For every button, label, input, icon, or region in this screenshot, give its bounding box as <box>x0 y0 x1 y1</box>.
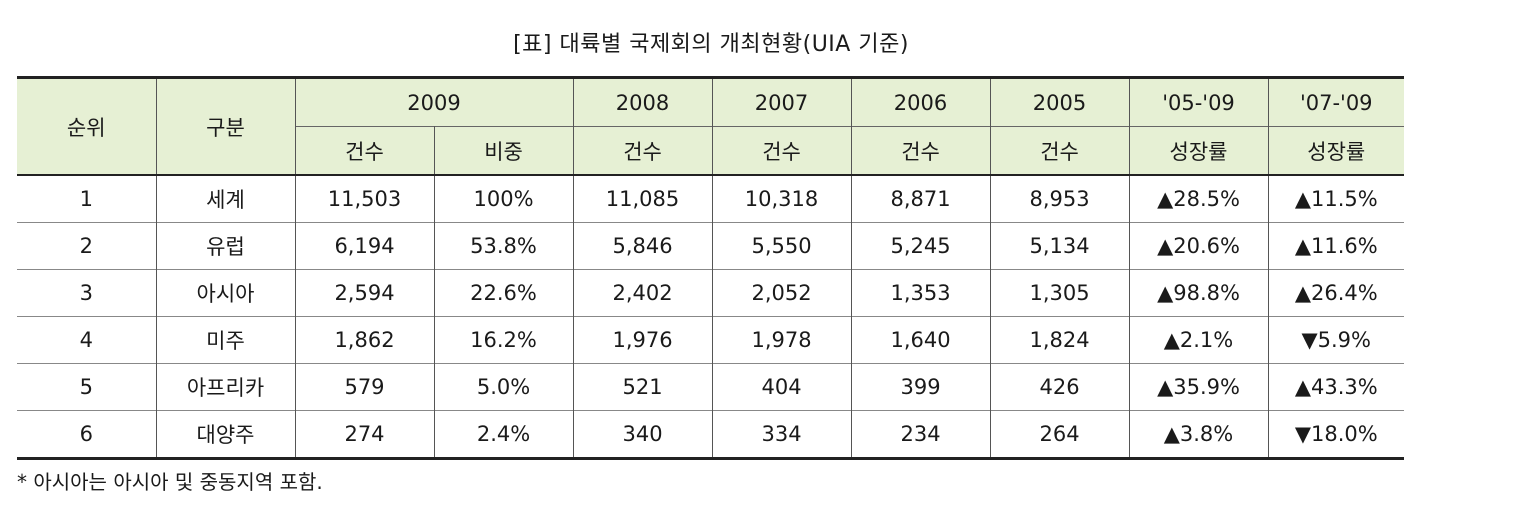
cell-region: 미주 <box>155 316 296 364</box>
cell-share-2009: 2.4% <box>433 410 574 460</box>
cell-count-2006: 399 <box>850 363 991 411</box>
cell-growth-07-09: ▲11.6% <box>1267 222 1405 270</box>
cell-count-2007: 10,318 <box>711 175 852 223</box>
cell-growth-05-09: ▲98.8% <box>1128 269 1269 317</box>
header-year-2005: 2005 <box>989 76 1130 127</box>
subheader-growth: 성장률 <box>1128 126 1269 176</box>
subheader-count: 건수 <box>989 126 1130 176</box>
cell-growth-05-09: ▲20.6% <box>1128 222 1269 270</box>
cell-count-2005: 5,134 <box>989 222 1130 270</box>
cell-region: 세계 <box>155 175 296 223</box>
header-year-2008: 2008 <box>572 76 713 127</box>
cell-count-2006: 5,245 <box>850 222 991 270</box>
cell-share-2009: 16.2% <box>433 316 574 364</box>
cell-growth-07-09: ▼18.0% <box>1267 410 1405 460</box>
table-title: [표] 대륙별 국제회의 개최현황(UIA 기준) <box>513 32 909 57</box>
cell-growth-07-09: ▼5.9% <box>1267 316 1405 364</box>
cell-count-2009: 2,594 <box>294 269 435 317</box>
cell-count-2009: 579 <box>294 363 435 411</box>
table-row: 3 아시아 2,594 22.6% 2,402 2,052 1,353 1,305 ▲98.8%… <box>17 269 1405 317</box>
subheader-count: 건수 <box>295 126 435 176</box>
cell-count-2007: 404 <box>711 363 852 411</box>
cell-share-2009: 5.0% <box>433 363 574 411</box>
cell-count-2008: 11,085 <box>572 175 713 223</box>
cell-rank: 5 <box>17 363 157 411</box>
header-period-07-09: '07-'09 <box>1267 76 1405 127</box>
footnote: * 아시아는 아시아 및 중동지역 포함. <box>17 470 323 494</box>
cell-count-2007: 1,978 <box>711 316 852 364</box>
header-rank: 순위 <box>17 76 157 176</box>
cell-count-2009: 1,862 <box>294 316 435 364</box>
header-category: 구분 <box>155 76 296 176</box>
header-row-years: 순위 구분 2009 2008 2007 2006 2005 '05-'09 '… <box>17 76 1405 176</box>
cell-count-2005: 1,824 <box>989 316 1130 364</box>
table-row: 5 아프리카 579 5.0% 521 404 399 426 ▲35.9% ▲43.3% <box>17 363 1405 411</box>
cell-rank: 4 <box>17 316 157 364</box>
cell-count-2009: 11,503 <box>294 175 435 223</box>
cell-count-2009: 274 <box>294 410 435 460</box>
table-row: 6 대양주 274 2.4% 340 334 234 264 ▲3.8% ▼18.0% <box>17 410 1405 460</box>
table-row: 1 세계 11,503 100% 11,085 10,318 8,871 8,953 ▲28.5… <box>17 175 1405 223</box>
table-row: 4 미주 1,862 16.2% 1,976 1,978 1,640 1,824 ▲2.1% ▼5… <box>17 316 1405 364</box>
header-row-sub: 건수 비중 건수 건수 건수 건수 성장률 성장률 <box>17 126 1405 176</box>
cell-growth-05-09: ▲28.5% <box>1128 175 1269 223</box>
cell-growth-07-09: ▲26.4% <box>1267 269 1405 317</box>
cell-growth-05-09: ▲35.9% <box>1128 363 1269 411</box>
cell-count-2005: 426 <box>989 363 1130 411</box>
cell-share-2009: 53.8% <box>433 222 574 270</box>
cell-rank: 3 <box>17 269 157 317</box>
header-year-2007: 2007 <box>711 76 852 127</box>
cell-rank: 6 <box>17 410 157 460</box>
cell-count-2008: 1,976 <box>572 316 713 364</box>
cell-count-2005: 264 <box>989 410 1130 460</box>
cell-count-2007: 2,052 <box>711 269 852 317</box>
cell-count-2006: 1,353 <box>850 269 991 317</box>
header-year-2009: 2009 <box>294 76 574 127</box>
subheader-count: 건수 <box>850 126 991 176</box>
table-row: 2 유럽 6,194 53.8% 5,846 5,550 5,245 5,134 ▲20.6% ▲… <box>17 222 1405 270</box>
cell-count-2008: 2,402 <box>572 269 713 317</box>
cell-region: 유럽 <box>155 222 296 270</box>
subheader-share: 비중 <box>433 126 574 176</box>
cell-region: 아프리카 <box>155 363 296 411</box>
subheader-growth: 성장률 <box>1267 126 1405 176</box>
cell-count-2009: 6,194 <box>294 222 435 270</box>
cell-count-2008: 521 <box>572 363 713 411</box>
subheader-count: 건수 <box>572 126 713 176</box>
header-period-05-09: '05-'09 <box>1128 76 1269 127</box>
conference-table: 순위 구분 2009 2008 2007 2006 2005 '05-'09 '… <box>17 76 1405 460</box>
cell-rank: 2 <box>17 222 157 270</box>
cell-growth-07-09: ▲43.3% <box>1267 363 1405 411</box>
cell-region: 대양주 <box>155 410 296 460</box>
cell-count-2007: 5,550 <box>711 222 852 270</box>
cell-count-2008: 5,846 <box>572 222 713 270</box>
cell-count-2005: 1,305 <box>989 269 1130 317</box>
cell-growth-05-09: ▲3.8% <box>1128 410 1269 460</box>
cell-share-2009: 22.6% <box>433 269 574 317</box>
cell-count-2008: 340 <box>572 410 713 460</box>
subheader-count: 건수 <box>711 126 852 176</box>
cell-rank: 1 <box>17 175 157 223</box>
cell-count-2005: 8,953 <box>989 175 1130 223</box>
cell-growth-05-09: ▲2.1% <box>1128 316 1269 364</box>
cell-region: 아시아 <box>155 269 296 317</box>
cell-share-2009: 100% <box>433 175 574 223</box>
header-year-2006: 2006 <box>850 76 991 127</box>
cell-count-2006: 234 <box>850 410 991 460</box>
cell-count-2006: 1,640 <box>850 316 991 364</box>
cell-growth-07-09: ▲11.5% <box>1267 175 1405 223</box>
cell-count-2007: 334 <box>711 410 852 460</box>
cell-count-2006: 8,871 <box>850 175 991 223</box>
